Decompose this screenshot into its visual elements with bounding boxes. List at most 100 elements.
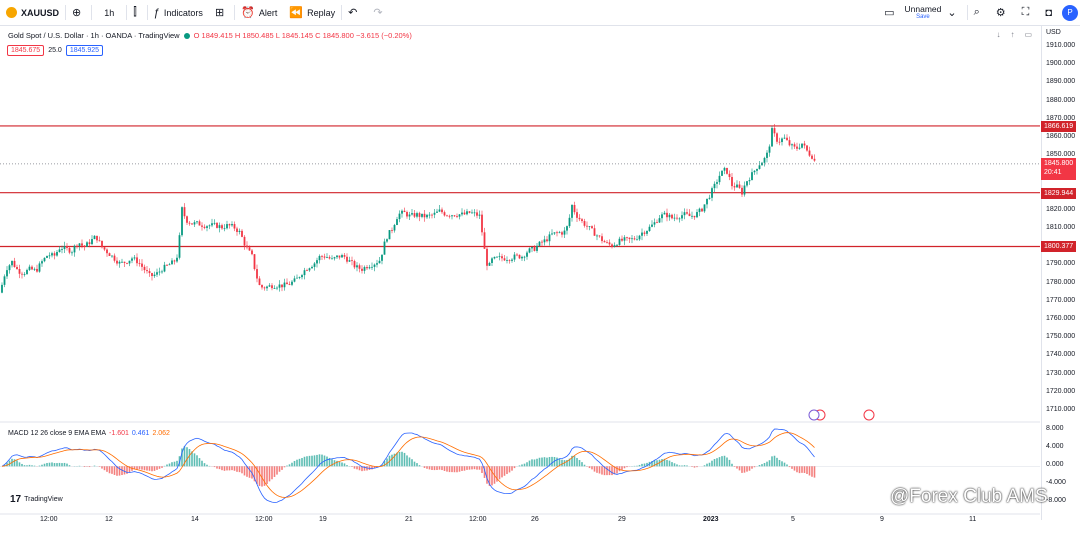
publish-button[interactable]: P: [1062, 4, 1078, 21]
candle-body: [303, 270, 306, 276]
symbol-search[interactable]: XAUUSD: [0, 0, 65, 25]
legend-title[interactable]: Gold Spot / U.S. Dollar · 1h · OANDA · T…: [8, 31, 180, 40]
candle-body: [583, 221, 586, 226]
macd-histogram-bar: [206, 464, 208, 467]
indicators-button[interactable]: ƒ Indicators: [148, 0, 209, 25]
candle-body: [698, 208, 701, 213]
candle-body: [68, 247, 71, 253]
divider: [126, 5, 128, 20]
buy-price[interactable]: 1845.925: [65, 45, 104, 56]
macd-histogram-bar: [538, 457, 541, 467]
macd-histogram-bar: [16, 460, 18, 467]
candle-body: [551, 233, 553, 235]
alert-button[interactable]: ⏰ Alert: [235, 0, 283, 25]
candle-body: [383, 241, 386, 255]
chart-type-button[interactable]: ⫿: [127, 0, 147, 25]
macd-histogram-bar: [263, 466, 266, 486]
candle-body: [663, 212, 666, 215]
move-down-icon[interactable]: ↓: [996, 30, 1001, 39]
price-tick: 1750.000: [1046, 333, 1076, 341]
candle-body: [48, 255, 51, 257]
macd-histogram-bar: [553, 457, 556, 467]
candle-body: [336, 255, 338, 258]
macd-histogram-bar: [336, 460, 338, 467]
fullscreen-button[interactable]: ⛶: [1016, 0, 1040, 25]
candle-body: [143, 266, 146, 271]
time-tick: 12:00: [40, 516, 58, 523]
macd-tick: 8.000: [1046, 425, 1064, 433]
candle-body: [278, 284, 281, 288]
candle-body: [246, 245, 248, 248]
search-button[interactable]: ⌕: [968, 0, 990, 25]
candle-body: [656, 222, 658, 224]
layout-name-label: Unnamed: [904, 3, 942, 14]
compare-button[interactable]: ⊕: [66, 0, 91, 25]
candle-body: [176, 257, 178, 262]
candle-body: [458, 214, 461, 217]
macd-histogram-bar: [13, 459, 16, 467]
macd-histogram-bar: [461, 466, 463, 471]
settings-button[interactable]: ⚙: [990, 0, 1016, 25]
price-tick: 1850.000: [1046, 151, 1076, 159]
macd-histogram-bar: [273, 466, 276, 477]
candle-body: [591, 226, 593, 229]
candle-body: [736, 184, 738, 188]
macd-line: [1, 428, 815, 503]
macd-histogram-bar: [276, 466, 278, 475]
candle-body: [646, 230, 648, 234]
candle-body: [671, 214, 673, 219]
candle-body: [741, 187, 743, 195]
candle-body: [731, 177, 733, 187]
candle-body: [568, 217, 571, 227]
axis-currency[interactable]: USD: [1046, 29, 1061, 36]
layout-menu[interactable]: ▭ Unnamed Save ⌄: [878, 0, 966, 25]
macd-hist-value: -1.601: [109, 430, 129, 437]
macd-title[interactable]: MACD 12 26 close 9 EMA EMA: [8, 430, 107, 437]
replay-button[interactable]: ⏪ Replay: [283, 0, 341, 25]
candle-body: [298, 277, 301, 278]
candle-body: [211, 223, 213, 226]
candle-body: [273, 288, 276, 289]
candle-body: [153, 274, 156, 277]
undo-button[interactable]: ↶: [342, 0, 367, 25]
candle-body: [463, 212, 466, 215]
tradingview-logo[interactable]: 17 TradingView: [10, 494, 63, 505]
macd-histogram-bar: [178, 456, 181, 467]
candle-body: [291, 281, 293, 285]
candle-body: [368, 267, 371, 269]
candle-body: [716, 182, 718, 184]
candle-body: [76, 245, 78, 247]
macd-histogram-bar: [481, 466, 483, 474]
candle-body: [481, 214, 483, 233]
search-icon: ⌕: [973, 6, 980, 18]
candle-body: [616, 244, 618, 246]
candle-body: [651, 224, 653, 227]
snapshot-button[interactable]: ◘: [1039, 0, 1062, 25]
macd-histogram-bar: [181, 448, 183, 467]
candle-body: [133, 257, 136, 259]
price-tick: 1720.000: [1046, 387, 1076, 395]
redo-button[interactable]: ↷: [367, 0, 392, 25]
macd-histogram-bar: [196, 455, 198, 467]
candle-body: [431, 214, 433, 216]
candle-body: [468, 211, 471, 213]
candle-body: [511, 259, 513, 261]
maximize-icon[interactable]: ▭: [1024, 30, 1032, 39]
interval-button[interactable]: 1h: [92, 0, 126, 25]
macd-histogram-bar: [546, 457, 548, 467]
move-up-icon[interactable]: ↑: [1010, 30, 1015, 39]
macd-histogram-bar: [311, 455, 313, 467]
rewind-icon: ⏪: [289, 7, 304, 19]
macd-histogram-bar: [521, 464, 523, 467]
sell-price[interactable]: 1845.675: [7, 45, 45, 56]
event-marker-icon: [808, 409, 820, 421]
macd-histogram-bar: [753, 466, 756, 468]
templates-button[interactable]: ⊞: [209, 0, 234, 25]
candle-body: [806, 145, 808, 151]
candle-body: [353, 261, 356, 268]
candle-body: [323, 256, 326, 258]
candle-body: [26, 269, 28, 275]
macd-histogram-bar: [3, 464, 6, 467]
price-axis[interactable]: [1041, 25, 1080, 520]
